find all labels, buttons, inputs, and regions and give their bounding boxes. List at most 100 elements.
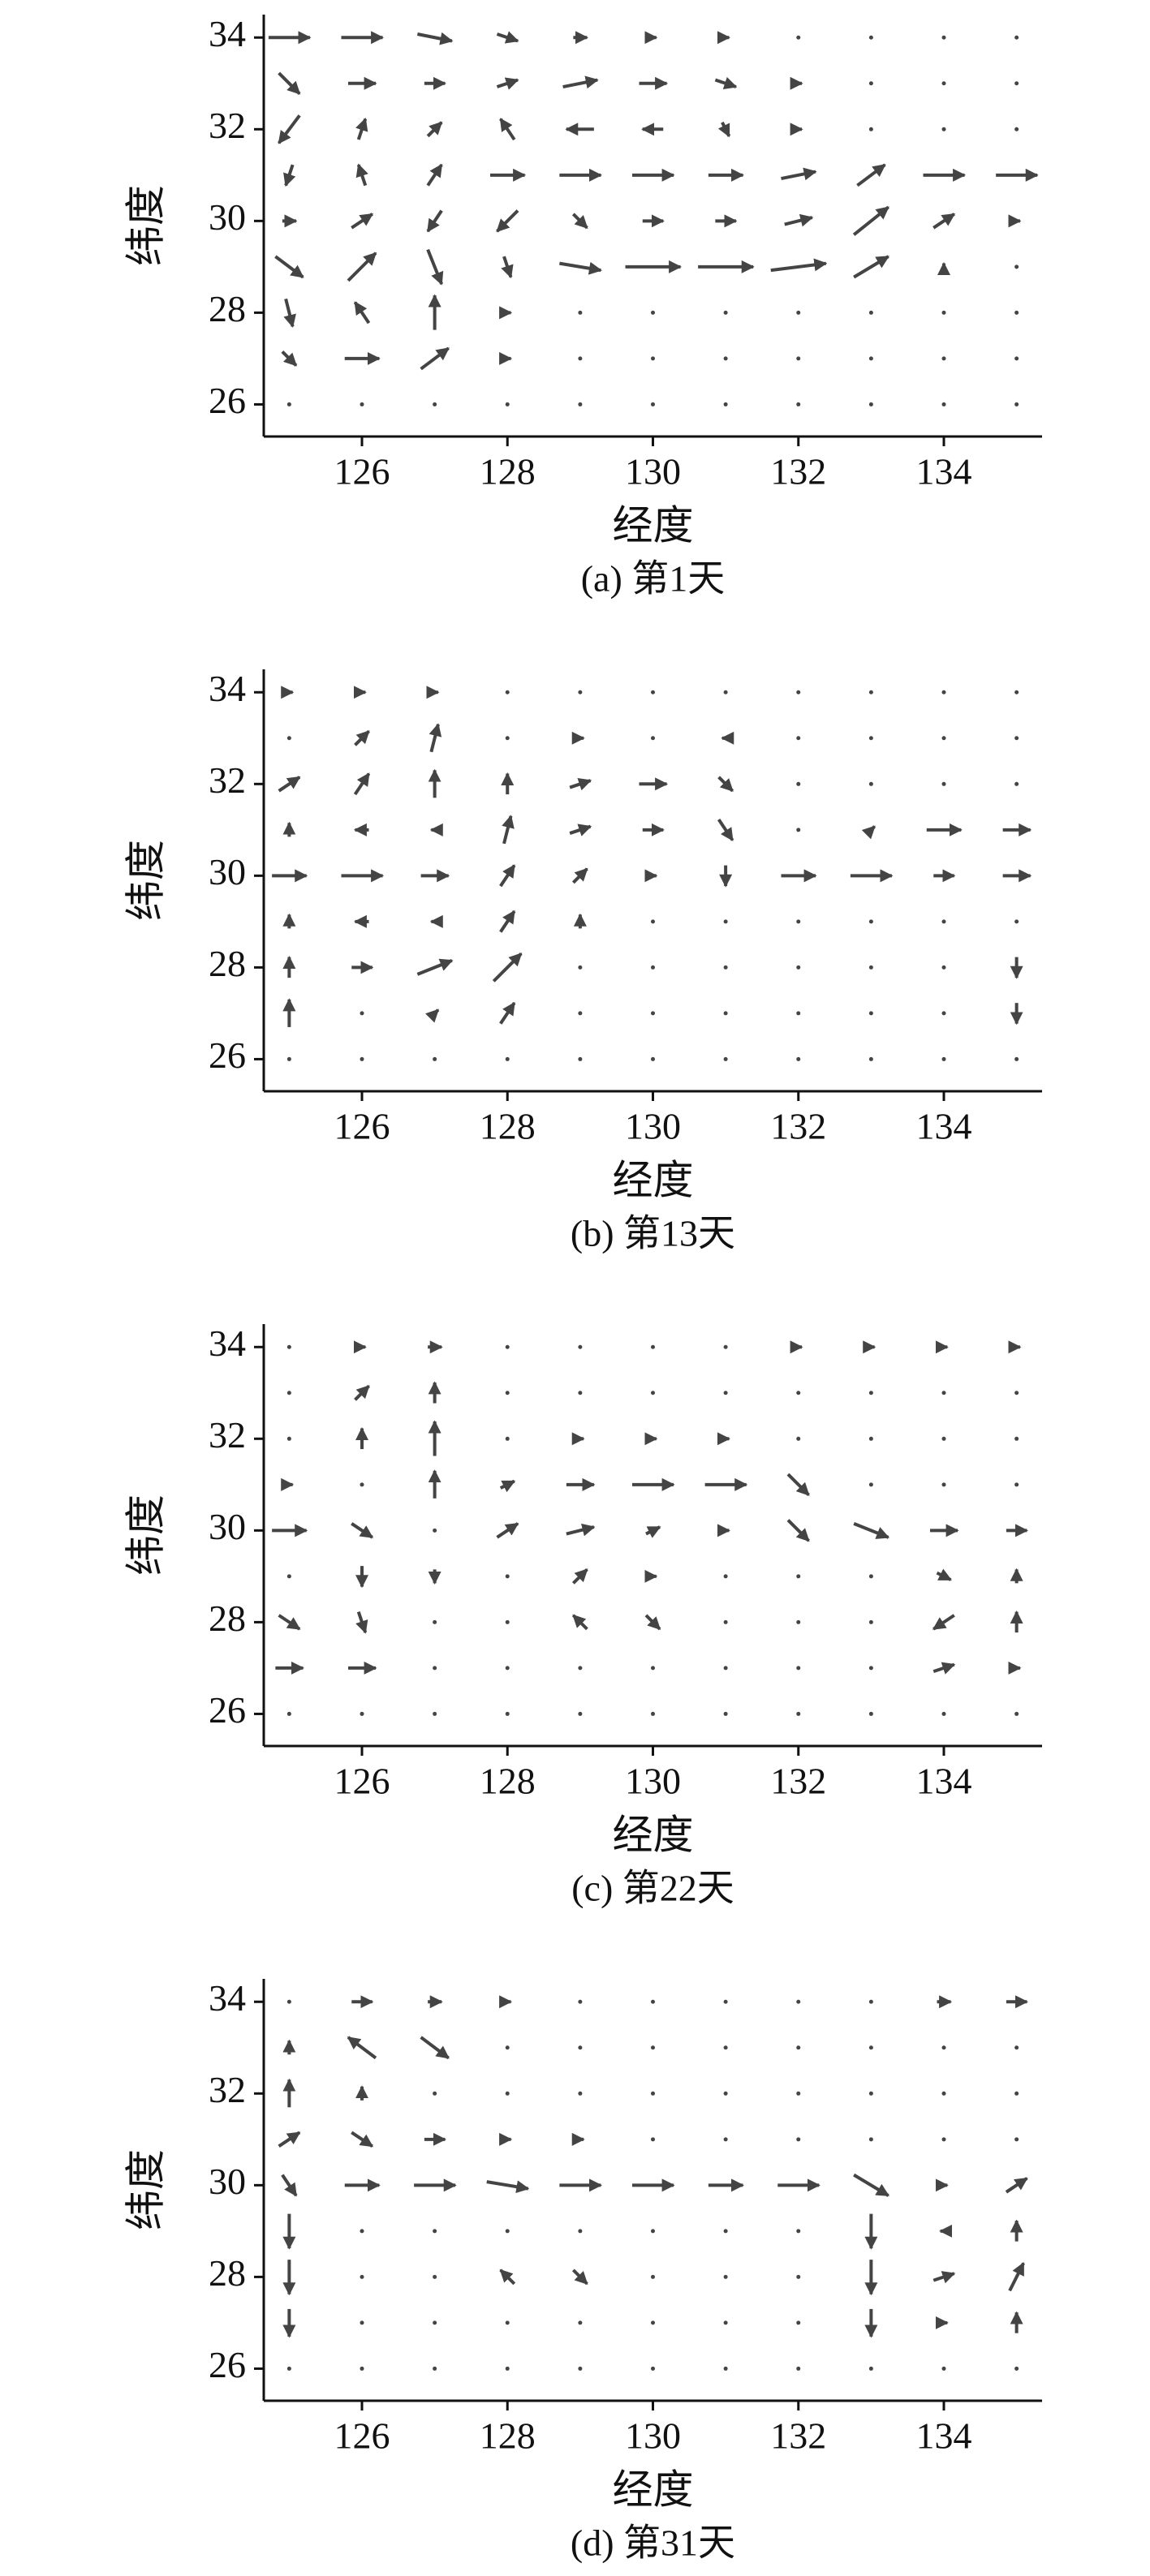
vector-dot [360,2320,364,2325]
vector-dot [286,736,291,741]
vector-arrow [499,118,516,141]
vector-dot [723,965,728,970]
y-tick-label: 30 [209,2161,246,2202]
vector-arrow [496,209,519,233]
vector-dot [578,2320,583,2325]
vector-arrow [717,121,731,138]
vector-dot [578,1344,583,1349]
vector-dot [723,1391,728,1396]
vector-arrow [492,952,523,983]
vector-arrow [278,71,301,95]
vector-dot [941,1711,946,1716]
x-tick-label: 132 [770,2415,826,2457]
vector-dot [651,2274,655,2279]
vector-arrow [283,164,296,187]
vector-dot [868,127,873,131]
vector-arrow [355,163,368,187]
caption: (c) 第22天 [571,1868,734,1909]
y-tick-label: 30 [209,196,246,238]
vector-arrow [502,815,515,845]
vector-dot [360,402,364,406]
x-tick-label: 128 [480,451,536,492]
vector-dot [1014,690,1019,695]
y-tick-label: 34 [209,1977,246,2019]
x-tick-label: 132 [770,1106,826,1147]
vector-dot [868,1711,873,1716]
x-tick-label: 128 [480,1761,536,1802]
vector-dot [651,402,655,406]
vector-dot [796,1011,801,1016]
vector-dot [651,310,655,315]
vector-dot [796,690,801,695]
vector-arrow [499,864,516,888]
vector-dot [868,1011,873,1016]
vector-dot [433,1528,437,1533]
vector-dot [941,736,946,741]
vector-arrow [936,1568,952,1581]
vector-arrow [569,778,592,791]
vector-arrow [354,1384,370,1401]
vector-dot [868,35,873,40]
vector-dot [651,1056,655,1061]
vector-dot [796,736,801,741]
vector-dot [578,1011,583,1016]
vector-dot [723,919,728,924]
vector-dot [723,1999,728,2004]
x-tick-label: 132 [770,451,826,492]
vector-dot [868,1999,873,2004]
vector-dot [941,2045,946,2050]
vector-dot [868,1619,873,1624]
vector-arrow [932,1614,955,1631]
vector-arrow [496,77,519,90]
vector-dot [723,310,728,315]
vector-arrow [496,31,519,44]
vector-dot [796,1666,801,1671]
x-tick-label: 134 [916,451,972,492]
vector-dot [433,2091,437,2096]
vector-dot [433,2366,437,2371]
vector-dot [868,1436,873,1441]
vector-dot [433,1666,437,1671]
vector-arrow [932,2271,956,2284]
vector-arrow [278,114,301,144]
vector-dot [723,1711,728,1716]
vector-dot [1014,2137,1019,2142]
vector-dot [360,1711,364,1716]
vector-dot [505,2366,510,2371]
y-axis-label: 纬度 [123,1494,168,1576]
vector-dot [796,1574,801,1579]
vector-arrow [499,1001,516,1025]
vector-arrow [416,958,454,976]
vector-dot [941,1011,946,1016]
vector-arrow [486,2180,530,2194]
vector-dot [286,2366,291,2371]
vector-dot [1014,310,1019,315]
vector-dot [941,81,946,86]
vector-dot [796,1619,801,1624]
vector-arrow [351,1522,374,1539]
vector-dot [723,2366,728,2371]
x-tick-label: 134 [916,2415,972,2457]
y-tick-label: 28 [209,288,246,329]
y-tick-label: 32 [209,759,246,801]
vector-dot [651,919,655,924]
vector-dot [868,402,873,406]
vector-dot [868,781,873,786]
vector-dot [505,2320,510,2325]
vector-arrow [278,2131,301,2148]
vector-dot [868,356,873,361]
vector-arrow [770,258,828,273]
vector-dot [651,1999,655,2004]
vector-dot [286,1344,291,1349]
panel: 126 128 130 132 134 26 28 30 32 34 经度 纬度 (b) 第13天 [123,668,1042,1254]
vector-arrow [278,776,301,793]
vector-dot [723,2274,728,2279]
vector-dot [868,965,873,970]
vector-dot [941,781,946,786]
vector-dot [505,690,510,695]
vector-arrow [569,824,592,836]
vector-arrow [786,1519,810,1542]
vector-dot [505,1711,510,1716]
vector-arrow [853,2173,890,2197]
vector-arrow [781,167,817,181]
